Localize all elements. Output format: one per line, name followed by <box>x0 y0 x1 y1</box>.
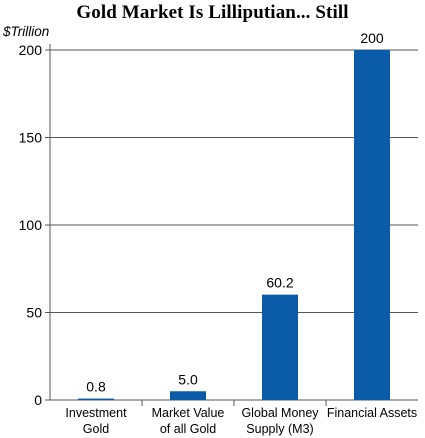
y-axis-label: $Trillion <box>2 24 49 39</box>
chart-title: Gold Market Is Lilliputian... Still <box>76 2 349 23</box>
bar <box>78 398 114 400</box>
x-category-label: Global Money <box>241 406 319 420</box>
x-category-label: Gold <box>83 422 109 436</box>
x-category-label: Investment <box>65 406 127 420</box>
y-tick-label: 100 <box>19 217 43 233</box>
labels: 0 50 100 150 200 0.8 Investment Gold 5.0 Market V… <box>19 30 418 436</box>
x-category-label: Market Value <box>152 406 225 420</box>
data-label: 5.0 <box>178 371 198 387</box>
bar <box>354 50 390 400</box>
data-label: 0.8 <box>86 379 106 395</box>
x-category-label: of all Gold <box>160 422 216 436</box>
bar <box>170 391 206 400</box>
y-tick-label: 50 <box>26 305 42 321</box>
data-label: 200 <box>360 30 384 46</box>
x-category-label: Financial Assets <box>327 406 417 420</box>
x-category-label: Supply (M3) <box>246 422 313 436</box>
data-label: 60.2 <box>266 275 293 291</box>
bar <box>262 294 298 400</box>
y-tick-label: 200 <box>19 42 43 58</box>
y-tick-label: 150 <box>19 130 43 146</box>
y-tick-label: 0 <box>34 392 42 408</box>
bars <box>78 50 390 400</box>
